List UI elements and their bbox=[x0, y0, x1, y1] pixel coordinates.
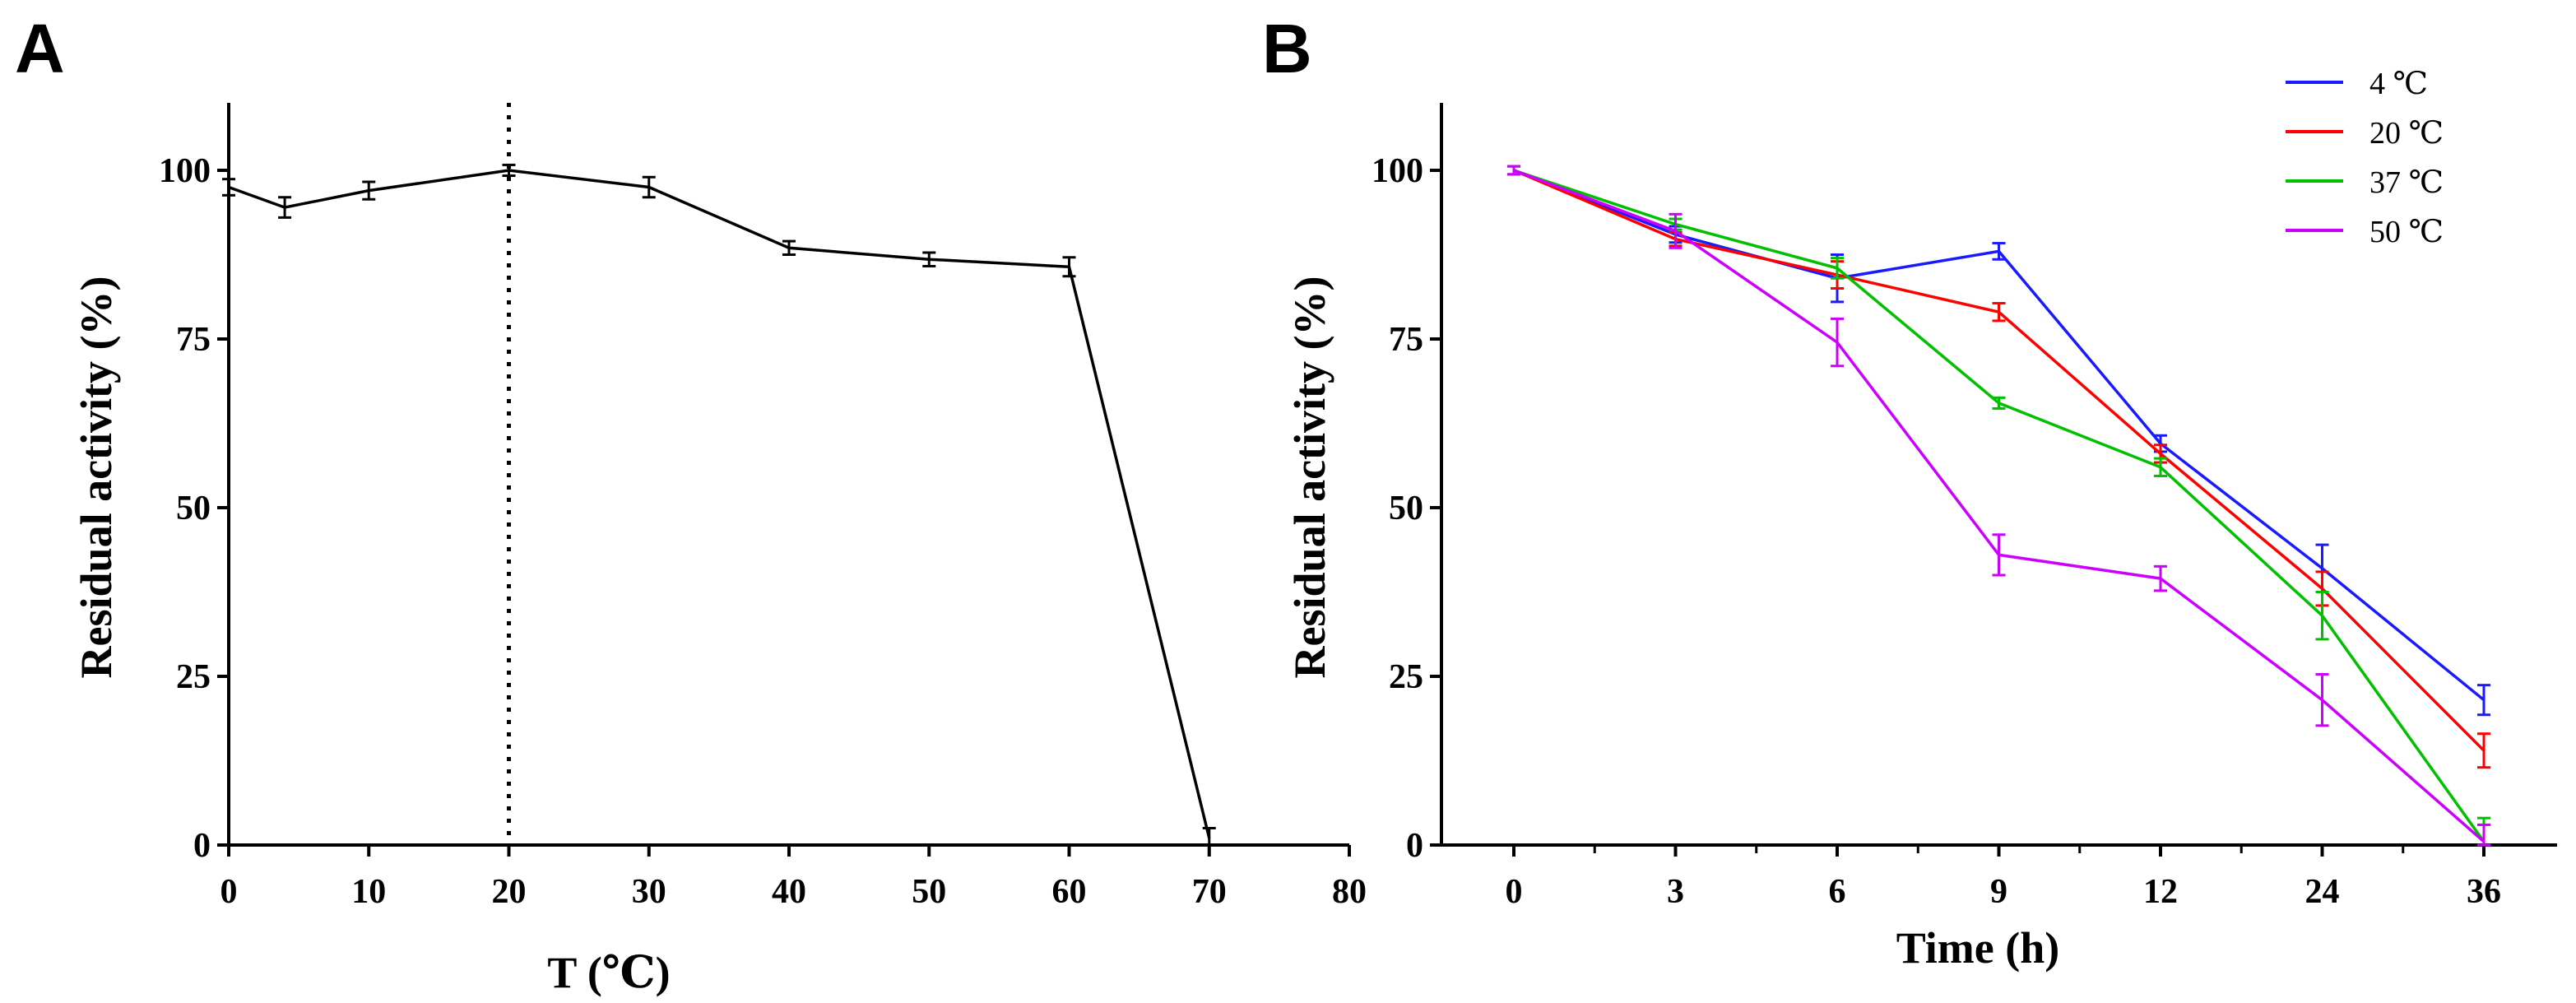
b-legend-label: 50 ℃ bbox=[2369, 215, 2444, 249]
b-y-tick-label: 0 bbox=[1406, 827, 1423, 865]
panel-a: A 0 10 20 30 40 50 60 70 80 0 25 50 75 100 T (℃) Res… bbox=[15, 10, 1367, 997]
a-axes bbox=[227, 103, 1349, 847]
a-y-axis-title: Residual activity (%) bbox=[72, 276, 121, 679]
b-y-axis-title: Residual activity (%) bbox=[1285, 276, 1334, 679]
b-x-ticks: 0 3 6 9 12 24 36 bbox=[1506, 845, 2501, 911]
a-y-tick-label: 100 bbox=[159, 152, 211, 190]
b-x-tick-label: 6 bbox=[1829, 873, 1846, 911]
b-y-tick-label: 75 bbox=[1389, 321, 1423, 359]
b-x-tick-label: 3 bbox=[1667, 873, 1684, 911]
a-x-tick-label: 30 bbox=[632, 873, 666, 911]
b-y-ticks: 0 25 50 75 100 bbox=[1372, 152, 1441, 865]
b-series-layer bbox=[1507, 165, 2490, 847]
a-x-tick-label: 80 bbox=[1332, 873, 1367, 911]
panel-a-letter: A bbox=[15, 10, 65, 87]
panel-b-letter: B bbox=[1262, 10, 1312, 87]
b-y-tick-label: 25 bbox=[1389, 658, 1423, 696]
a-x-tick-label: 40 bbox=[772, 873, 806, 911]
b-y-tick-label: 100 bbox=[1372, 152, 1423, 190]
a-y-ticks: 0 25 50 75 100 bbox=[159, 152, 229, 865]
b-x-tick-label: 24 bbox=[2305, 873, 2340, 911]
a-x-tick-label: 10 bbox=[351, 873, 386, 911]
a-y-tick-label: 75 bbox=[176, 321, 211, 359]
b-legend-label: 37 ℃ bbox=[2369, 165, 2444, 200]
a-x-tick-label: 50 bbox=[912, 873, 946, 911]
a-x-ticks: 0 10 20 30 40 50 60 70 80 bbox=[220, 845, 1367, 911]
b-x-tick-label: 0 bbox=[1506, 873, 1523, 911]
a-x-axis-title: T (℃) bbox=[547, 948, 670, 997]
b-legend-label: 4 ℃ bbox=[2369, 67, 2428, 101]
a-x-tick-label: 0 bbox=[220, 873, 238, 911]
a-x-tick-label: 20 bbox=[492, 873, 527, 911]
b-legend: 4 ℃ 20 ℃ 37 ℃ 50 ℃ bbox=[2286, 67, 2444, 249]
b-legend-label: 20 ℃ bbox=[2369, 116, 2444, 151]
b-series-line-3 bbox=[1513, 169, 2485, 843]
a-series-line bbox=[228, 169, 1211, 839]
b-x-axis-title: Time (h) bbox=[1896, 923, 2060, 973]
a-x-tick-label: 60 bbox=[1052, 873, 1087, 911]
b-x-tick-label: 9 bbox=[1990, 873, 2007, 911]
a-series-layer bbox=[222, 163, 1216, 847]
b-x-tick-label: 12 bbox=[2143, 873, 2178, 911]
a-x-tick-label: 70 bbox=[1192, 873, 1227, 911]
b-series-line-2 bbox=[1513, 169, 2485, 843]
b-x-tick-label: 36 bbox=[2467, 873, 2501, 911]
b-y-tick-label: 50 bbox=[1389, 490, 1423, 527]
a-y-tick-label: 50 bbox=[176, 490, 211, 527]
a-y-tick-label: 25 bbox=[176, 658, 211, 696]
a-y-tick-label: 0 bbox=[193, 827, 211, 865]
